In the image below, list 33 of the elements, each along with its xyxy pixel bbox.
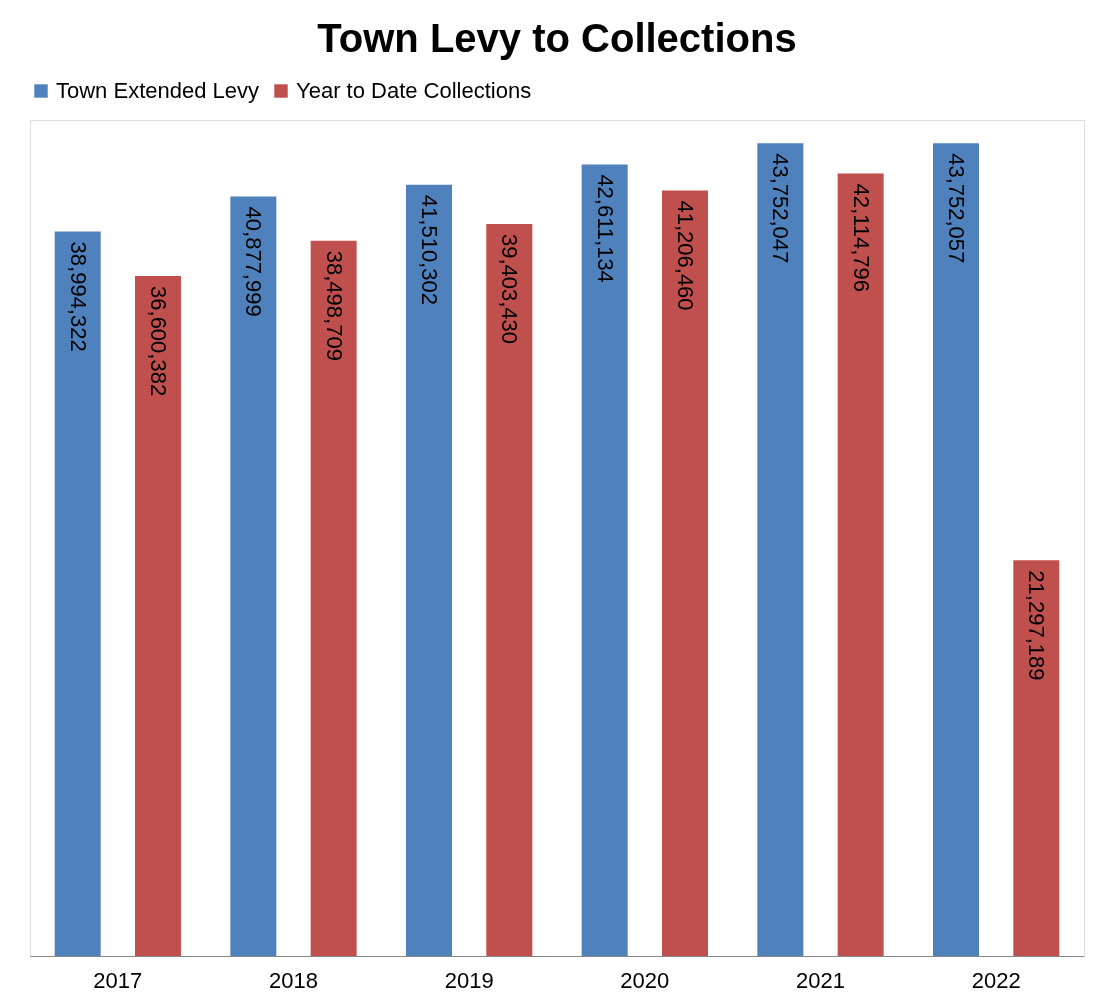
- data-label: 38,994,322: [65, 241, 91, 352]
- bar: [933, 143, 980, 956]
- data-label: 43,752,057: [944, 153, 970, 264]
- bar: [486, 223, 533, 956]
- data-label: 41,510,302: [417, 194, 443, 305]
- legend-label: Town Extended Levy: [56, 78, 260, 103]
- data-label: 40,877,999: [241, 206, 267, 317]
- x-tick-label: 2021: [796, 967, 845, 993]
- data-label: 36,600,382: [145, 286, 171, 397]
- data-label: 41,206,460: [672, 200, 698, 311]
- chart-title: Town Levy to Collections: [317, 16, 797, 60]
- bar: [757, 143, 804, 956]
- data-label: 38,498,709: [321, 250, 347, 361]
- bar: [581, 164, 628, 956]
- x-tick-label: 2018: [269, 967, 318, 993]
- bar: [54, 231, 101, 956]
- x-tick-label: 2020: [620, 967, 670, 993]
- legend-label: Year to Date Collections: [296, 78, 532, 103]
- bar: [230, 196, 277, 956]
- bar: [661, 190, 708, 956]
- bar: [310, 240, 357, 956]
- data-label: 42,114,796: [848, 183, 874, 293]
- bar: [1013, 560, 1060, 956]
- data-label: 42,611,134: [592, 174, 618, 283]
- bar: [134, 276, 181, 956]
- x-tick-label: 2019: [444, 967, 494, 993]
- data-label: 43,752,047: [768, 153, 794, 264]
- x-tick-label: 2022: [971, 967, 1021, 993]
- data-label: 21,297,189: [1024, 570, 1050, 681]
- data-label: 39,403,430: [497, 233, 523, 345]
- bar: [837, 173, 884, 956]
- bar: [406, 184, 453, 956]
- x-tick-label: 2017: [93, 967, 143, 993]
